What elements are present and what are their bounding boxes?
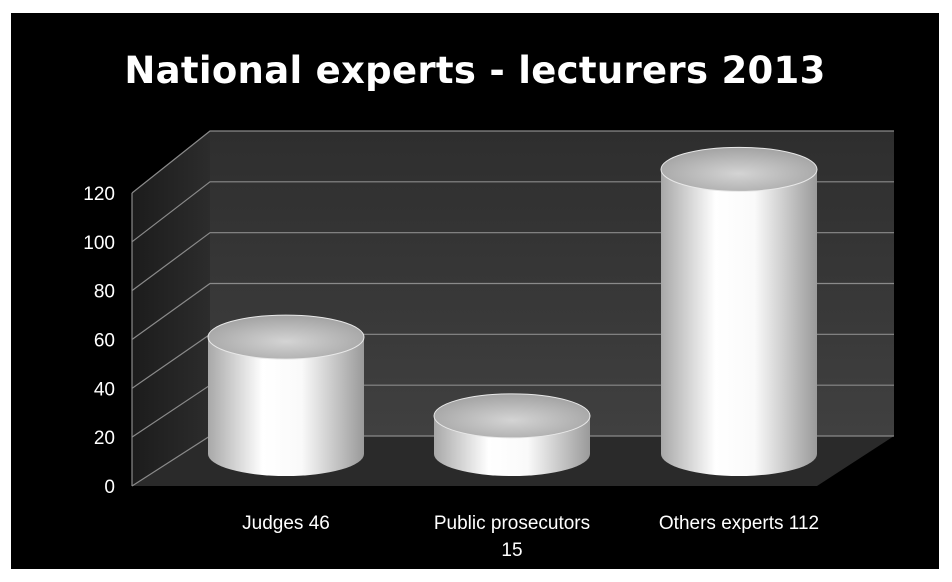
side-wall — [132, 131, 210, 486]
bar-cylinder — [207, 314, 365, 476]
bar-cylinder — [660, 146, 818, 477]
y-tick-label: 60 — [94, 331, 115, 352]
y-tick-label: 120 — [83, 184, 115, 205]
bar-body — [661, 169, 817, 477]
y-tick-label: 20 — [94, 428, 115, 449]
bar-top — [207, 314, 365, 360]
bar-top — [433, 393, 591, 439]
bar-top — [660, 146, 818, 192]
y-tick-label: 0 — [104, 477, 115, 498]
chart-plot: 0 20 40 60 80 100 120 Judges 46 Public prosecut… — [83, 130, 894, 561]
x-category-label: Judges 46 — [242, 513, 330, 534]
y-tick-label: 80 — [94, 282, 115, 303]
chart-title: National experts - lecturers 2013 — [124, 49, 826, 92]
slide: National experts - lecturers 2013 — [11, 13, 939, 569]
x-category-label: 15 — [501, 540, 522, 561]
bar-cylinder — [433, 393, 591, 476]
x-axis-categories: Judges 46 Public prosecutors 15 Others expe… — [242, 513, 819, 561]
x-category-label: Others experts 112 — [659, 513, 819, 534]
y-axis-ticks: 0 20 40 60 80 100 120 — [83, 184, 115, 498]
y-tick-label: 40 — [94, 379, 115, 400]
bars — [207, 146, 818, 477]
gridline — [131, 130, 894, 194]
x-category-label: Public prosecutors — [434, 513, 590, 534]
y-tick-label: 100 — [83, 233, 115, 254]
bar-body — [208, 337, 364, 476]
